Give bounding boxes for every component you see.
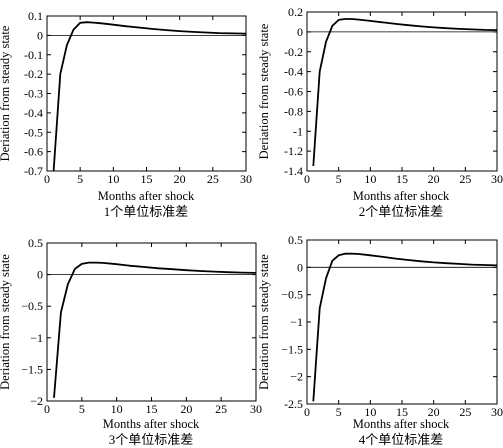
panel-1-plot-frame <box>46 15 247 172</box>
panel-3-caption: 3个单位标准差 <box>109 432 194 447</box>
panel-2-ytick-label: -0.6 <box>284 85 303 99</box>
panel-3-xtick-label: 0 <box>44 402 50 416</box>
panel-2-ylabel: Deriation from steady state <box>257 23 271 159</box>
panel-2-response-line <box>312 18 498 167</box>
panel-1-ytick-label: -0.7 <box>24 164 43 178</box>
panel-4-ytick-label: -2.5 <box>284 397 303 411</box>
panel-1-xtick-label: 25 <box>207 172 219 186</box>
panel-1-response-line <box>52 21 247 172</box>
panel-1-ytick-label: -0.2 <box>24 67 43 81</box>
panel-4-ytick-label: −1.5 <box>281 342 303 356</box>
panel-2-xtick-label: 25 <box>459 172 471 186</box>
panel-1-xtick-label: 15 <box>141 172 153 186</box>
panel-4-xtick-label: 5 <box>336 405 342 419</box>
panel-2-xtick-label: 20 <box>428 172 440 186</box>
panel-4-ytick-label: 0.5 <box>288 233 303 247</box>
panel-1-caption: 1个单位标准差 <box>104 204 189 219</box>
panel-2-ytick-label: 0 <box>297 25 303 39</box>
panel-1-xlabel: Months after shock <box>98 189 195 203</box>
panel-1-ytick-label: -0.3 <box>24 87 43 101</box>
panel-3-ylabel: Deriation from steady state <box>0 254 12 390</box>
panel-2-ytick-label: 0.2 <box>288 5 303 19</box>
panel-1-xtick-label: 5 <box>77 172 83 186</box>
panel-4-xlabel: Months after shock <box>353 417 450 431</box>
panel-2-ytick-label: -1.4 <box>284 164 303 178</box>
panel-3-ytick-label: −2 <box>30 394 43 408</box>
panel-3-ytick-label: 0 <box>37 268 43 282</box>
panel-4-caption: 4个单位标准差 <box>359 432 444 447</box>
panel-3-xtick-label: 10 <box>111 402 123 416</box>
panel-2-plot-frame <box>306 11 498 172</box>
panel-4-ytick-label: −1 <box>290 315 303 329</box>
panel-1-ytick-label: -0.4 <box>24 106 43 120</box>
panel-2-xtick-label: 15 <box>396 172 408 186</box>
panel-3-xlabel: Months after shock <box>103 417 200 431</box>
panel-2-ytick-label: -0.8 <box>284 104 303 118</box>
panel-3-xtick-label: 30 <box>250 402 262 416</box>
panel-4-xtick-label: 15 <box>396 405 408 419</box>
panel-4-xtick-label: 0 <box>304 405 310 419</box>
panel-4-xtick-label: 30 <box>491 405 503 419</box>
panel-2-xlabel: Months after shock <box>353 189 450 203</box>
panel-1-xtick-label: 20 <box>174 172 186 186</box>
panel-2-xtick-label: 5 <box>336 172 342 186</box>
panel-1-ylabel: Deriation from steady state <box>0 25 12 161</box>
panel-3-ytick-label: −0.5 <box>21 299 43 313</box>
panel-3-xtick-label: 25 <box>215 402 227 416</box>
panel-1-ytick-label: -0.1 <box>24 48 43 62</box>
panel-4-xtick-label: 25 <box>459 405 471 419</box>
panel-1-xtick-label: 0 <box>44 172 50 186</box>
panel-1-ytick-label: 0 <box>37 28 43 42</box>
panel-3-ytick-label: −1.5 <box>21 362 43 376</box>
panel-1-ytick-label: -0.5 <box>24 125 43 139</box>
panel-3-xtick-label: 20 <box>180 402 192 416</box>
panel-1-xtick-label: 30 <box>240 172 252 186</box>
panel-2-caption: 2个单位标准差 <box>359 204 444 219</box>
panel-3-response-line <box>53 261 257 398</box>
panel-2-xtick-label: 30 <box>491 172 503 186</box>
panel-1-ytick-label: 0.1 <box>28 9 43 23</box>
panel-2-ytick-label: -0.2 <box>284 45 303 59</box>
panel-1-ytick-label: -0.6 <box>24 145 43 159</box>
panel-4-response-line <box>312 252 498 402</box>
panel-4-ytick-label: −2 <box>290 370 303 384</box>
panel-4-ylabel: Deriation from steady state <box>257 254 271 390</box>
panel-2-xtick-label: 0 <box>304 172 310 186</box>
panel-3-xtick-label: 5 <box>79 402 85 416</box>
panel-4-ytick-label: −0.5 <box>281 288 303 302</box>
panel-2-ytick-label: -0.4 <box>284 65 303 79</box>
panel-3-ytick-label: 0.5 <box>28 236 43 250</box>
panel-3-ytick-label: −1 <box>30 331 43 345</box>
panel-3-xtick-label: 15 <box>146 402 158 416</box>
panel-2-ytick-label: -1.2 <box>284 144 303 158</box>
panel-4-xtick-label: 10 <box>364 405 376 419</box>
panel-4-xtick-label: 20 <box>428 405 440 419</box>
panel-2-xtick-label: 10 <box>364 172 376 186</box>
panel-2-ytick-label: -1 <box>293 124 303 138</box>
panel-1-xtick-label: 10 <box>107 172 119 186</box>
panel-4-ytick-label: 0 <box>297 260 303 274</box>
